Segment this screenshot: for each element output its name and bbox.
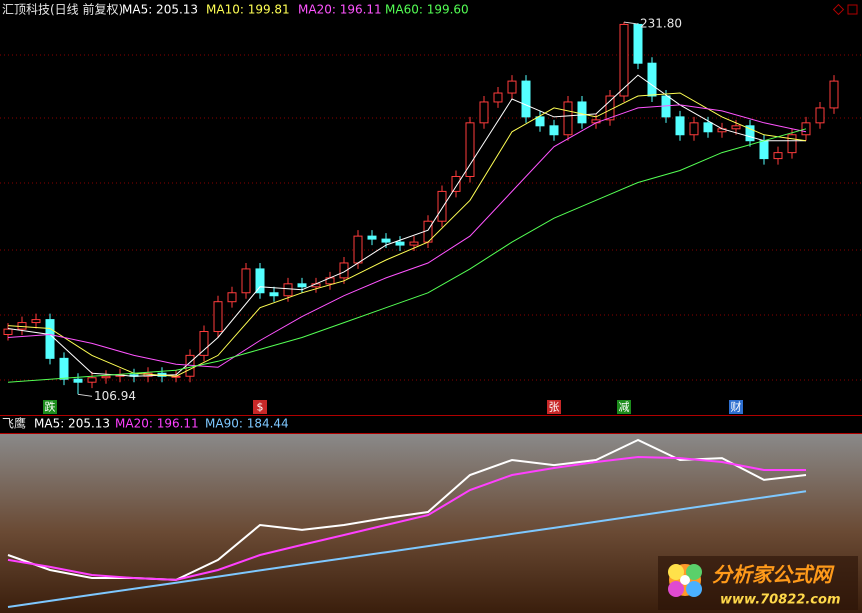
legend-item: MA10: 199.81: [206, 3, 290, 17]
annotation: 231.80: [640, 17, 682, 31]
candle-body: [199, 331, 209, 356]
candle-body: [675, 116, 685, 136]
event-marker: [43, 400, 57, 414]
stock-title: 汇顶科技(日线 前复权): [2, 2, 123, 17]
candle-body: [409, 241, 419, 246]
candle-body: [437, 190, 447, 222]
candle-body: [255, 268, 265, 294]
candle-body: [283, 283, 293, 297]
legend-item: MA20: 196.11: [115, 417, 199, 431]
candle-body: [465, 122, 475, 177]
candle-body: [801, 122, 811, 136]
candle-body: [619, 23, 629, 97]
ma-line: [7, 104, 807, 368]
candle-body: [633, 23, 643, 64]
top-icons: [832, 3, 858, 16]
legend-item: MA60: 199.60: [385, 3, 469, 17]
event-label: 张: [549, 401, 560, 414]
watermark-url: www.70822.com: [720, 593, 841, 608]
candle-body: [269, 292, 279, 297]
candle-body: [17, 322, 27, 330]
candle-body: [45, 319, 55, 359]
ma-line: [7, 490, 807, 608]
candle-body: [577, 101, 587, 124]
candle-body: [493, 92, 503, 103]
candle-body: [521, 80, 531, 118]
event-marker: [617, 400, 631, 414]
candle-body: [535, 116, 545, 127]
indicator-title: 飞鹰: [2, 416, 26, 431]
candle-body: [213, 301, 223, 333]
candle-body: [563, 101, 573, 136]
candle-body: [507, 80, 517, 94]
candle-body: [703, 122, 713, 133]
candle-body: [549, 125, 559, 136]
candle-body: [101, 375, 111, 379]
candle-body: [31, 319, 41, 324]
candle-body: [353, 235, 363, 264]
ma-line: [7, 455, 806, 581]
candle-body: [759, 140, 769, 160]
price-panel: [0, 0, 862, 415]
event-marker: [253, 400, 267, 414]
ma-line: [7, 128, 807, 383]
annotation-leader: [623, 21, 639, 25]
candle-body: [787, 134, 797, 154]
candle-body: [59, 357, 69, 380]
ma-line: [7, 74, 806, 377]
candle-body: [297, 283, 307, 288]
event-label: $: [257, 401, 264, 414]
event-marker: [547, 400, 561, 414]
event-label: 财: [731, 400, 742, 414]
candle-body: [451, 175, 461, 192]
candle-body: [773, 152, 783, 160]
legend-item: MA5: 205.13: [122, 3, 198, 17]
legend-item: MA90: 184.44: [205, 417, 289, 431]
candle-body: [647, 62, 657, 97]
candle-body: [745, 125, 755, 142]
event-label: 减: [619, 401, 630, 414]
candle-body: [73, 378, 83, 383]
candle-body: [689, 122, 699, 136]
watermark-title: 分析家公式网: [712, 563, 835, 587]
watermark: 分析家公式网 www.70822.com: [658, 556, 858, 610]
candle-body: [227, 292, 237, 303]
candle-body: [395, 241, 405, 246]
candle-body: [87, 377, 97, 383]
candle-body: [731, 125, 741, 130]
candle-body: [381, 238, 391, 243]
candle-body: [3, 328, 13, 336]
candle-body: [241, 268, 251, 294]
legend-item: MA20: 196.11: [298, 3, 382, 17]
ma-line: [7, 92, 807, 377]
candle-body: [829, 80, 839, 109]
legend-item: MA5: 205.13: [34, 417, 110, 431]
candle-body: [479, 101, 489, 124]
candle-body: [339, 262, 349, 279]
candle-body: [367, 235, 377, 240]
annotation: 106.94: [94, 389, 136, 403]
candle-body: [815, 107, 825, 124]
event-label: 跌: [45, 400, 56, 414]
annotation-leader: [77, 393, 93, 397]
candle-body: [605, 95, 615, 121]
event-marker: [729, 400, 743, 414]
